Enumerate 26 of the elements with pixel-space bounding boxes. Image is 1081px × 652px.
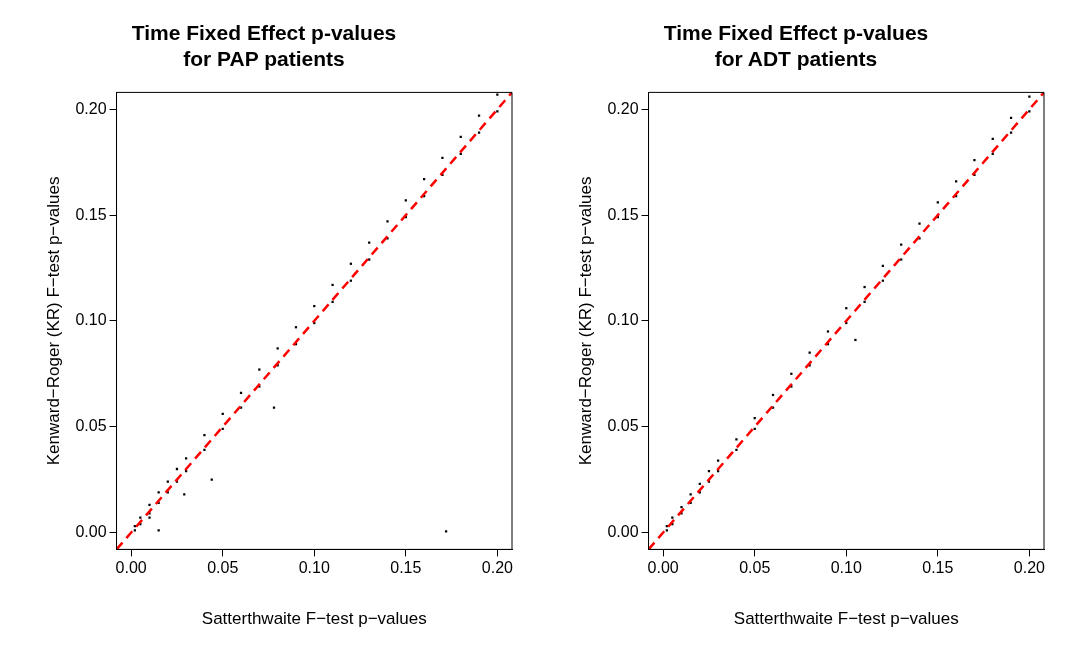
x-tick-label: 0.05: [207, 559, 239, 577]
x-tick-label: 0.05: [739, 559, 771, 577]
x-tick-label: 0.10: [298, 559, 330, 577]
y-tick-label: 0.15: [75, 205, 107, 223]
x-tick-label: 0.15: [922, 559, 954, 577]
x-tick-label: 0.00: [115, 559, 147, 577]
y-tick-label: 0.15: [607, 205, 639, 223]
chart-title: Time Fixed Effect p-values for ADT patients: [663, 21, 929, 70]
y-tick-label: 0.20: [607, 99, 639, 117]
x-tick-label: 0.20: [481, 559, 514, 577]
x-tick-label: 0.15: [390, 559, 422, 577]
y-tick-label: 0.00: [607, 522, 639, 540]
y-tick-label: 0.05: [75, 417, 107, 435]
x-tick-label: 0.10: [830, 559, 862, 577]
y-tick-label: 0.00: [75, 522, 107, 540]
y-tick-label: 0.05: [607, 417, 639, 435]
y-axis-title: Kenward−Roger (KR) F−test p−values: [43, 176, 63, 466]
x-tick-label: 0.20: [1013, 559, 1046, 577]
y-tick-label: 0.10: [75, 311, 107, 329]
y-tick-label: 0.10: [607, 311, 639, 329]
x-axis-title: Satterthwaite F−test p−values: [733, 609, 959, 629]
chart-title: Time Fixed Effect p-values for PAP patients: [131, 21, 397, 70]
y-axis-title: Kenward−Roger (KR) F−test p−values: [575, 176, 595, 466]
y-tick-label: 0.20: [75, 99, 107, 117]
x-axis-title: Satterthwaite F−test p−values: [201, 609, 427, 629]
x-tick-label: 0.00: [647, 559, 679, 577]
